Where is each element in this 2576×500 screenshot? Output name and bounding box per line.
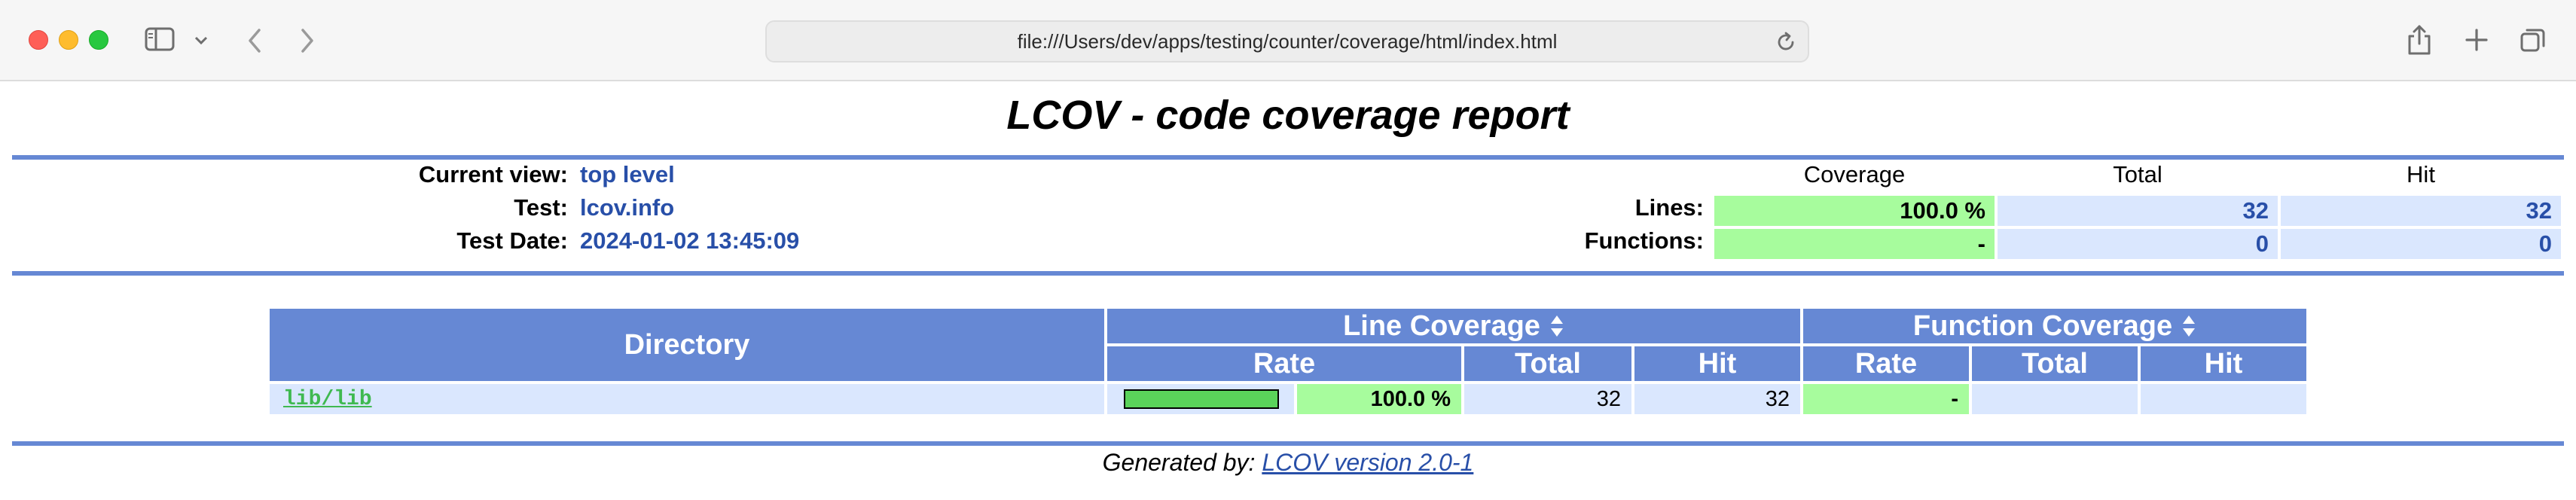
summary-functions-total: 0 (1998, 229, 2278, 259)
function-rate-cell: - (1803, 384, 1969, 414)
directory-link[interactable]: lib/lib (283, 387, 372, 411)
test-date-value: 2024-01-02 13:45:09 (580, 227, 800, 254)
current-view-label: Current view: (418, 161, 568, 188)
back-arrow-icon[interactable] (241, 26, 268, 56)
test-value: lcov.info (580, 194, 675, 221)
tab-overview-icon[interactable] (2517, 24, 2549, 56)
address-bar-url: file:///Users/dev/apps/testing/counter/c… (1017, 29, 1558, 53)
test-date-label: Test Date: (456, 227, 568, 254)
reload-icon[interactable] (1775, 31, 1797, 53)
window-minimize-button[interactable] (59, 30, 78, 50)
table-row-directory-cell: lib/lib (270, 384, 1104, 414)
header-divider-top (12, 155, 2564, 160)
window-close-button[interactable] (29, 30, 48, 50)
line-total-cell: 32 (1464, 384, 1631, 414)
summary-hit-header: Hit (2407, 161, 2435, 188)
address-bar[interactable]: file:///Users/dev/apps/testing/counter/c… (765, 20, 1809, 62)
test-label: Test: (514, 194, 568, 221)
coverage-bar (1124, 389, 1279, 409)
summary-functions-label: Functions: (1584, 227, 1704, 254)
line-coverage-bar-cell (1107, 384, 1294, 414)
coverage-bar-fill (1125, 391, 1277, 407)
line-rate-cell: 100.0 % (1297, 384, 1461, 414)
line-total-header: Total (1464, 346, 1631, 381)
function-total-cell (1972, 384, 2138, 414)
lcov-version-link[interactable]: LCOV version 2.0-1 (1262, 449, 1474, 476)
function-coverage-header-label: Function Coverage (1912, 309, 2173, 342)
summary-lines-hit: 32 (2281, 196, 2561, 226)
new-tab-icon[interactable] (2462, 24, 2492, 56)
summary-lines-total: 32 (1998, 196, 2278, 226)
sidebar-toggle-icon[interactable] (145, 27, 175, 51)
page-title: LCOV - code coverage report (1006, 93, 1570, 138)
function-coverage-header[interactable]: Function Coverage (1803, 309, 2306, 343)
summary-total-header: Total (2113, 161, 2162, 188)
summary-functions-hit: 0 (2281, 229, 2561, 259)
share-icon[interactable] (2404, 23, 2434, 57)
function-rate-header: Rate (1803, 346, 1969, 381)
footer: Generated by: LCOV version 2.0-1 (0, 449, 2576, 477)
current-view-value: top level (580, 161, 675, 188)
line-hit-header: Hit (1634, 346, 1800, 381)
function-hit-header: Hit (2141, 346, 2306, 381)
summary-functions-coverage: - (1714, 229, 1995, 259)
sort-icon[interactable] (2181, 313, 2196, 339)
footer-divider (12, 441, 2564, 446)
sort-icon[interactable] (1549, 313, 1564, 339)
line-coverage-header[interactable]: Line Coverage (1107, 309, 1800, 343)
line-coverage-header-label: Line Coverage (1343, 309, 1540, 342)
summary-lines-coverage: 100.0 % (1714, 196, 1995, 226)
forward-arrow-icon[interactable] (294, 26, 321, 56)
report-page: LCOV - code coverage report Current view… (0, 83, 2576, 500)
browser-toolbar: file:///Users/dev/apps/testing/counter/c… (0, 0, 2576, 81)
window-zoom-button[interactable] (89, 30, 108, 50)
function-hit-cell (2141, 384, 2306, 414)
footer-prefix: Generated by: (1102, 449, 1256, 476)
line-hit-cell: 32 (1634, 384, 1800, 414)
directory-column-header: Directory (270, 309, 1104, 381)
summary-coverage-header: Coverage (1803, 161, 1906, 188)
header-divider-bottom (12, 271, 2564, 276)
line-rate-header: Rate (1107, 346, 1461, 381)
summary-lines-label: Lines: (1634, 194, 1704, 221)
function-total-header: Total (1972, 346, 2138, 381)
chevron-down-icon[interactable] (191, 29, 211, 51)
